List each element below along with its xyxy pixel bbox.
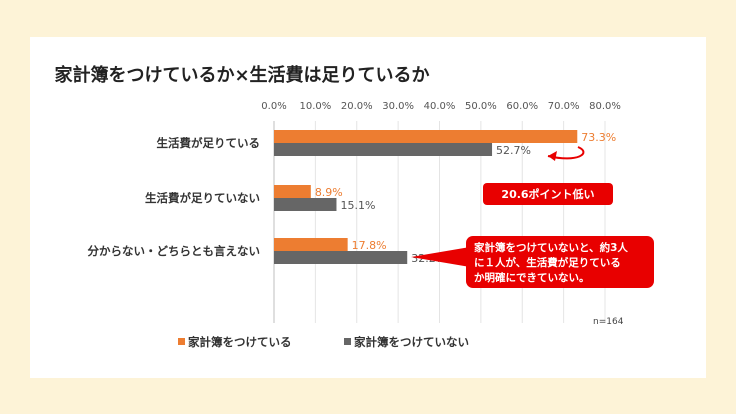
difference-arrow-head bbox=[548, 151, 557, 161]
bar-series-b bbox=[274, 143, 493, 156]
bar-series-a bbox=[274, 185, 311, 198]
x-tick-label: 70.0% bbox=[548, 101, 580, 112]
legend-label-series-b: 家計簿をつけていない bbox=[354, 335, 469, 349]
note-line-3: か明確にできていない。 bbox=[474, 271, 590, 284]
category-label: 分からない・どちらとも言えない bbox=[88, 244, 261, 258]
bar-series-a bbox=[274, 130, 578, 143]
x-tick-label: 10.0% bbox=[299, 101, 331, 112]
category-label: 生活費が足りていない bbox=[145, 191, 260, 205]
legend-swatch-series-a bbox=[178, 338, 185, 345]
chart-panel: 家計簿をつけているか×生活費は足りているか 0.0% 10.0% 20.0% 30.0… bbox=[30, 37, 706, 378]
bar-series-b bbox=[274, 251, 408, 264]
bar-chart: 家計簿をつけているか×生活費は足りているか 0.0% 10.0% 20.0% 30.0… bbox=[54, 64, 654, 349]
data-label: 17.8% bbox=[352, 239, 387, 252]
x-tick-label: 50.0% bbox=[465, 101, 497, 112]
note-callout bbox=[466, 236, 654, 288]
difference-callout bbox=[483, 183, 613, 205]
x-tick-label: 80.0% bbox=[589, 101, 621, 112]
note-callout-pointer bbox=[411, 247, 470, 267]
legend-swatch-series-b bbox=[344, 338, 351, 345]
data-label: 15.1% bbox=[340, 199, 375, 212]
category-label: 生活費が足りている bbox=[157, 136, 261, 150]
x-tick-label: 0.0% bbox=[261, 101, 286, 112]
x-tick-label: 60.0% bbox=[506, 101, 538, 112]
note-line-1: 家計簿をつけていないと、約3人 bbox=[474, 241, 628, 254]
data-label: 73.3% bbox=[581, 131, 616, 144]
bar-series-b bbox=[274, 198, 337, 211]
data-label: 8.9% bbox=[315, 186, 343, 199]
difference-callout-text: 20.6ポイント低い bbox=[501, 187, 594, 201]
sample-size: n=164 bbox=[593, 317, 624, 327]
note-line-2: に１人が、生活費が足りている bbox=[474, 256, 621, 269]
legend-label-series-a: 家計簿をつけている bbox=[188, 335, 292, 349]
x-tick-label: 20.0% bbox=[341, 101, 373, 112]
bar-series-a bbox=[274, 238, 348, 251]
x-tick-label: 40.0% bbox=[424, 101, 456, 112]
data-label: 52.7% bbox=[496, 144, 531, 157]
chart-title: 家計簿をつけているか×生活費は足りているか bbox=[54, 64, 429, 86]
x-tick-label: 30.0% bbox=[382, 101, 414, 112]
